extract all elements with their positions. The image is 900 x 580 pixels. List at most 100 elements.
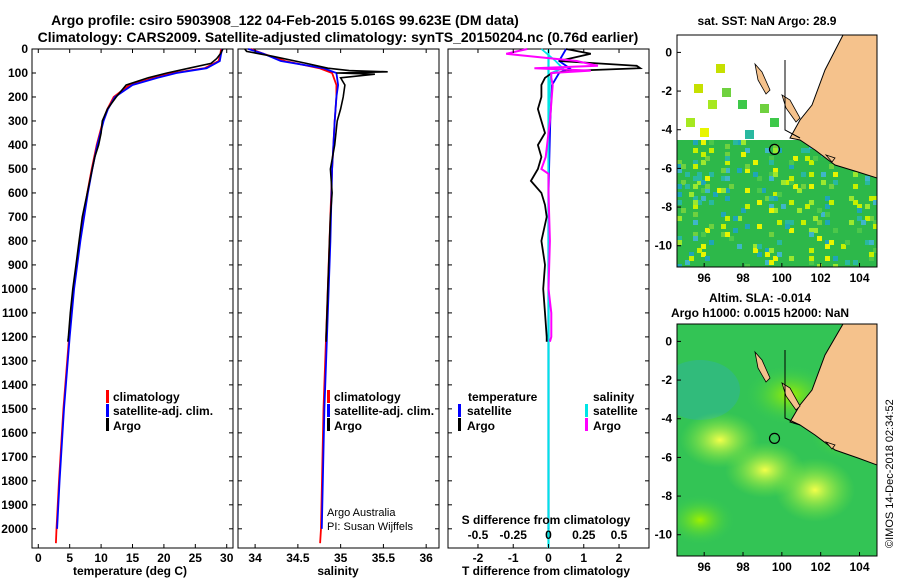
sst-cell bbox=[869, 256, 874, 261]
x-tick-label: 0 bbox=[35, 551, 42, 565]
sst-cell bbox=[709, 172, 714, 177]
legend-argo: Argo bbox=[334, 419, 362, 433]
s-tick-label: 0.5 bbox=[611, 528, 628, 542]
sst-cell bbox=[773, 148, 778, 153]
sst-cell bbox=[793, 184, 798, 189]
map-y-tick-label: -6 bbox=[661, 450, 672, 464]
x-tick-label: -1 bbox=[508, 551, 519, 565]
sst-cell bbox=[709, 224, 714, 229]
legend-swatch-climatology bbox=[327, 390, 330, 403]
sst-cell bbox=[685, 172, 690, 177]
sst-cell bbox=[805, 156, 810, 161]
sst-cell bbox=[753, 244, 758, 249]
map-x-tick-label: 104 bbox=[850, 271, 870, 285]
depth-tick-label: 1400 bbox=[1, 378, 28, 392]
sst-cell bbox=[717, 188, 722, 193]
sst-cell bbox=[769, 204, 774, 209]
temperature-profiles bbox=[55, 48, 224, 544]
t-difference-xlabel: T difference from climatology bbox=[462, 564, 630, 578]
sst-cell bbox=[725, 156, 730, 161]
sst-cell bbox=[809, 160, 814, 165]
sst-cell bbox=[789, 228, 794, 233]
sst-cell bbox=[785, 224, 790, 229]
sst-cell bbox=[825, 220, 830, 225]
sst-cell bbox=[813, 156, 818, 161]
legend-swatch-argo bbox=[106, 418, 109, 431]
sst-cell bbox=[873, 224, 877, 229]
sst-cell bbox=[725, 216, 730, 221]
sst-cell bbox=[677, 240, 682, 245]
sst-cell bbox=[745, 130, 754, 139]
sst-cell bbox=[721, 212, 726, 217]
sst-cell bbox=[865, 240, 870, 245]
sst-cell bbox=[729, 236, 734, 241]
sst-cell bbox=[809, 228, 814, 233]
depth-tick-label: 0 bbox=[21, 42, 28, 56]
sst-cell bbox=[809, 172, 814, 177]
x-tick-label: 35.5 bbox=[372, 551, 396, 565]
sst-cell bbox=[701, 252, 706, 257]
sst-cell bbox=[865, 204, 870, 209]
sst-cell bbox=[845, 260, 850, 265]
sst-cell bbox=[708, 100, 717, 109]
depth-tick-label: 1100 bbox=[2, 306, 28, 320]
map-y-tick-label: 0 bbox=[665, 45, 672, 59]
s-tick-label: 0.25 bbox=[572, 528, 596, 542]
sst-cell bbox=[769, 208, 774, 213]
series-line-argo bbox=[244, 48, 388, 342]
depth-tick-label: 500 bbox=[8, 162, 28, 176]
map-x-tick-label: 98 bbox=[736, 560, 750, 574]
sst-cell bbox=[693, 196, 698, 201]
sst-cell bbox=[789, 164, 794, 169]
sst-cell bbox=[845, 240, 850, 245]
sst-cell bbox=[757, 188, 762, 193]
sst-cell bbox=[813, 228, 818, 233]
sla-map-title-1: Altim. SLA: -0.014 bbox=[709, 291, 811, 305]
sst-cell bbox=[729, 184, 734, 189]
sst-cell bbox=[817, 208, 822, 213]
sst-cell bbox=[873, 248, 877, 253]
sst-cell bbox=[722, 88, 731, 97]
sst-cell bbox=[760, 104, 769, 113]
sst-cell bbox=[809, 200, 814, 205]
legend-swatch-t-argo bbox=[458, 418, 461, 431]
sst-cell bbox=[693, 236, 698, 241]
sst-cell bbox=[801, 184, 806, 189]
legend-swatch-s-satellite bbox=[585, 404, 588, 417]
sst-cell bbox=[697, 200, 702, 205]
sst-cell bbox=[769, 160, 774, 165]
sst-cell bbox=[677, 160, 682, 165]
sst-cell bbox=[700, 128, 709, 137]
sst-cell bbox=[853, 260, 858, 265]
sst-cell bbox=[793, 156, 798, 161]
sst-cell bbox=[853, 172, 858, 177]
sst-cell bbox=[817, 264, 822, 267]
salinity-profiles bbox=[244, 48, 388, 544]
legend-swatch-s-argo bbox=[585, 418, 588, 431]
sst-cell bbox=[765, 148, 770, 153]
depth-tick-label: 1000 bbox=[1, 282, 28, 296]
sst-cell bbox=[733, 140, 738, 145]
map-y-tick-label: -4 bbox=[661, 412, 672, 426]
sla-high-region bbox=[775, 458, 855, 522]
sst-cell bbox=[697, 180, 702, 185]
sst-cell bbox=[681, 164, 686, 169]
sst-cell bbox=[865, 216, 870, 221]
sst-cell bbox=[825, 256, 830, 261]
title-line-1: Argo profile: csiro 5903908_122 04-Feb-2… bbox=[51, 12, 519, 28]
sst-cell bbox=[738, 100, 747, 109]
sst-cell bbox=[789, 160, 794, 165]
sst-cell bbox=[737, 168, 742, 173]
sst-cell bbox=[689, 192, 694, 197]
sst-cell bbox=[693, 164, 698, 169]
sst-cell bbox=[773, 168, 778, 173]
sst-cell bbox=[733, 216, 738, 221]
map-x-tick-label: 96 bbox=[698, 271, 712, 285]
depth-tick-label: 2000 bbox=[1, 522, 28, 536]
sst-cell bbox=[777, 220, 782, 225]
sst-cell bbox=[825, 212, 830, 217]
map-x-tick-label: 102 bbox=[811, 560, 831, 574]
sst-cell bbox=[693, 160, 698, 165]
sst-cell bbox=[721, 232, 726, 237]
sst-cell bbox=[677, 216, 682, 221]
